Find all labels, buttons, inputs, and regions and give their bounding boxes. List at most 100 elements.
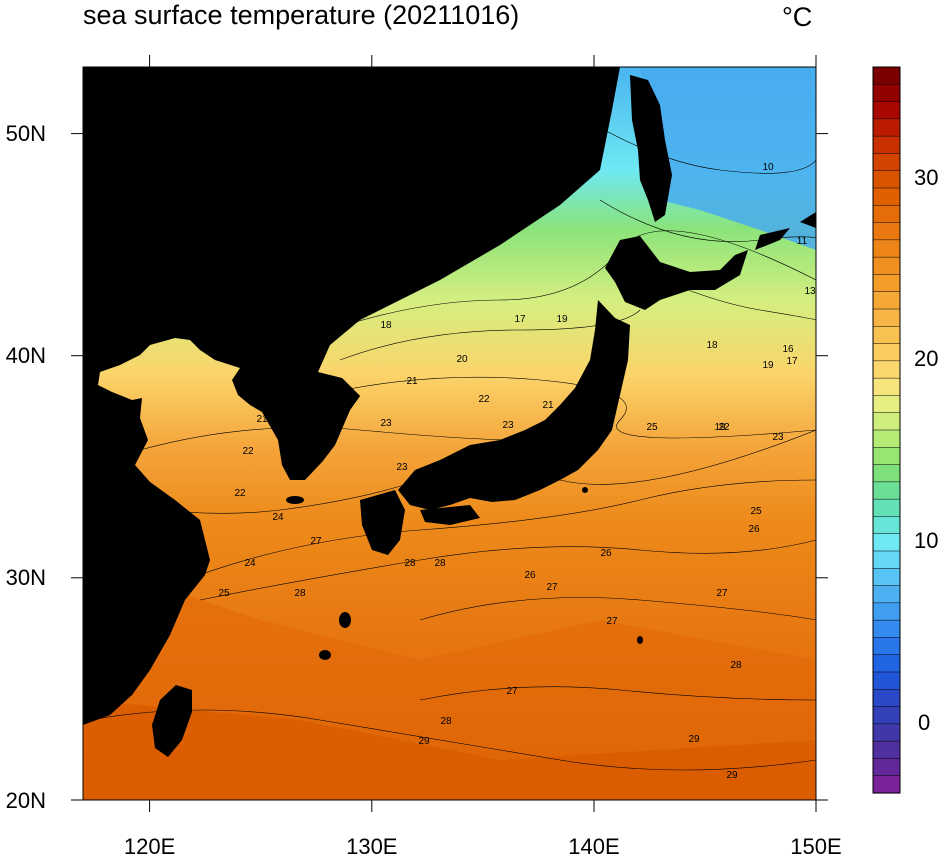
contour-label: 11 [797,236,808,247]
contour-label: 25 [750,506,762,517]
colorbar-segment [873,84,900,103]
contour-label: 28 [404,558,416,569]
colorbar-segment [873,274,900,293]
contour-label: 10 [762,162,774,173]
colorbar-segment [873,481,900,500]
colorbar-segment [873,654,900,673]
contour-label: 26 [600,548,612,559]
jeju-island [286,496,304,504]
colorbar-segment [873,775,900,794]
lat-tick-label-40n: 40N [6,343,46,368]
izu-island [582,487,588,493]
colorbar-segment [873,585,900,604]
contour-label: 20 [456,354,468,365]
colorbar-segment [873,136,900,155]
colorbar-segment [873,309,900,327]
warm-patch-south [83,700,816,800]
contour-label: 22 [234,488,246,499]
lat-tick-label-30n: 30N [6,565,46,590]
colorbar-segment [873,499,900,518]
contour-label: 13 [804,286,816,297]
colorbar-label-20: 20 [914,346,938,371]
landmass-honshu [398,300,630,510]
lon-tick-label-140e: 140E [568,834,619,858]
contour-label: 19 [556,314,568,325]
contour-label: 22 [478,394,490,405]
contour-label: 19 [714,422,726,433]
contour-label: 25 [218,588,230,599]
contour-label: 23 [396,462,408,473]
colorbar-segment [873,551,900,569]
contour-label: 27 [606,616,618,627]
landmass-sakhalin [630,75,672,222]
colorbar-segment [873,378,900,397]
cold-patch [640,67,816,250]
landmass-hokkaido [605,236,748,310]
contour-label: 21 [256,414,268,425]
contour-label: 16 [782,344,794,355]
kuril-islands-east [800,212,816,228]
plot-frame [82,66,817,801]
contour-label: 27 [506,686,518,697]
ryukyu-island [339,612,351,628]
map-title: sea surface temperature (20211016) [83,0,520,30]
colorbar-segment [873,239,900,258]
colorbar-segment [873,533,900,552]
colorbar-segment [873,360,900,379]
landmass-korea [262,372,360,480]
colorbar-segment [873,723,900,742]
colorbar-segment [873,153,900,172]
contour-label: 21 [542,400,554,411]
contour-label: 26 [748,524,760,535]
colorbar-label-0: 0 [918,710,930,735]
kuril-islands [755,228,790,250]
okinawa-island [319,650,331,660]
colorbar-segment [873,447,900,466]
contour-label: 28 [440,716,452,727]
colorbar-segment [873,291,900,310]
contour-label: 27 [546,582,558,593]
colorbar-segment [873,326,900,345]
contour-label: 23 [772,432,784,443]
plot-area: 1011131617171818191919202021212122222222… [83,67,816,800]
lat-tick-label-50n: 50N [6,121,46,146]
contour-label: 17 [514,314,526,325]
contour-label: 22 [718,422,730,433]
contour-label: 20 [554,424,566,435]
colorbar-segment [873,343,900,362]
contour-label: 25 [646,422,658,433]
colorbar-segment [873,568,900,587]
colorbar-segment [873,257,900,276]
colorbar-segment [873,637,900,656]
lon-tick-label-130e: 130E [346,834,397,858]
colorbar-segment [873,101,900,120]
contour-label: 22 [242,446,254,457]
lon-tick-label-120e: 120E [124,834,175,858]
contour-label: 24 [244,558,256,569]
contour-label: 19 [762,360,774,371]
landmass-kyushu [360,490,405,555]
contour-label: 27 [310,536,322,547]
contour-label: 24 [272,512,284,523]
colorbar-segment [873,602,900,621]
contour-label: 18 [380,320,392,331]
contour-label: 28 [294,588,306,599]
contour-label: 23 [502,420,514,431]
colorbar-segment [873,741,900,760]
lat-tick-label-20n: 20N [6,788,46,813]
contour-label: 17 [786,356,798,367]
contour-label: 28 [434,558,446,569]
contour-label: 27 [716,588,728,599]
colorbar-segment [873,170,900,189]
axis-ticks [71,55,828,812]
lon-tick-label-150e: 150E [790,834,841,858]
colorbar-segment [873,188,900,206]
ogasawara-island [637,636,643,644]
contour-label: 21 [406,376,418,387]
colorbar-segment [873,464,900,483]
colorbar-label-30: 30 [914,165,938,190]
contour-label: 29 [418,736,430,747]
contour-label: 29 [688,734,700,745]
colorbar-segment [873,430,900,448]
